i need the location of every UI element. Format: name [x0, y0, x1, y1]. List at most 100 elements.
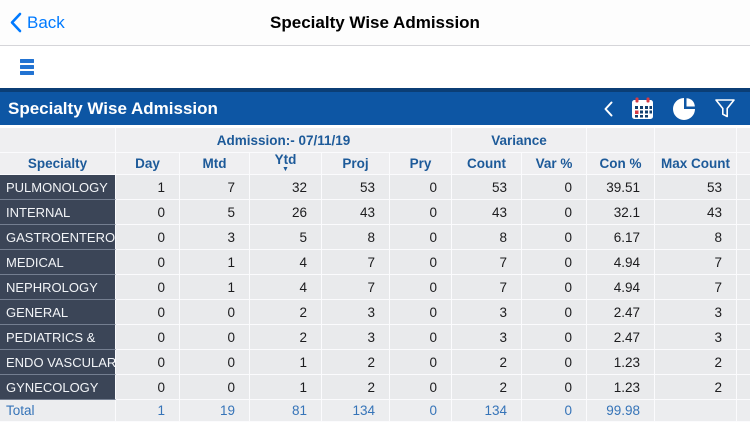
cell-sliver — [737, 325, 750, 350]
group-header-blank — [737, 128, 750, 153]
cell: 7 — [452, 250, 523, 275]
specialty-cell: ENDO VASCULAR — [0, 350, 116, 375]
back-button[interactable]: Back — [0, 12, 65, 33]
column-header-pry[interactable]: Pry — [390, 153, 453, 175]
back-chevron-icon — [10, 12, 22, 33]
cell: 0 — [390, 225, 453, 250]
cell: 4.94 — [587, 275, 656, 300]
cell: 3 — [655, 325, 738, 350]
column-header-max-count[interactable]: Max Count — [655, 153, 738, 175]
page-title: Specialty Wise Admission — [270, 12, 480, 32]
total-cell: 134 — [322, 400, 390, 422]
cell: 0 — [180, 300, 250, 325]
cell: 3 — [322, 300, 390, 325]
column-header-mtd[interactable]: Mtd — [180, 153, 250, 175]
cell: 53 — [655, 175, 738, 200]
column-header-proj[interactable]: Proj — [322, 153, 390, 175]
cell: 2 — [655, 350, 738, 375]
cell: 3 — [322, 325, 390, 350]
cell: 4 — [250, 275, 322, 300]
cell: 0 — [390, 350, 453, 375]
total-label: Total — [0, 400, 116, 422]
cell: 8 — [655, 225, 738, 250]
cell: 0 — [180, 375, 250, 400]
specialty-cell: GYNECOLOGY — [0, 375, 116, 400]
cell: 3 — [180, 225, 250, 250]
cell: 0 — [390, 275, 453, 300]
table-row: NEPHROLOGY 0 1 4 7 0 7 0 4.94 7 — [0, 275, 750, 300]
specialty-cell: PULMONOLOGY — [0, 175, 116, 200]
cell: 1 — [180, 275, 250, 300]
specialty-cell: GASTROENTEROL — [0, 225, 116, 250]
total-cell: 0 — [522, 400, 588, 422]
cell: 4 — [250, 250, 322, 275]
column-header-var-pct[interactable]: Var % — [522, 153, 588, 175]
total-cell: 19 — [180, 400, 250, 422]
cell-sliver — [737, 275, 750, 300]
column-header-blank — [737, 153, 750, 175]
column-header-specialty[interactable]: Specialty — [0, 153, 116, 175]
hamburger-menu-icon[interactable] — [20, 59, 34, 75]
cell: 7 — [655, 250, 738, 275]
cell: 32 — [250, 175, 322, 200]
total-cell — [655, 400, 738, 422]
group-header-blank — [655, 128, 738, 153]
cell: 0 — [522, 300, 588, 325]
column-header-count[interactable]: Count — [452, 153, 523, 175]
cell: 0 — [390, 200, 453, 225]
cell: 2 — [655, 375, 738, 400]
cell: 0 — [522, 250, 588, 275]
cell: 26 — [250, 200, 322, 225]
cell: 3 — [452, 325, 523, 350]
cell: 2.47 — [587, 325, 656, 350]
cell: 2 — [322, 350, 390, 375]
cell: 0 — [522, 225, 588, 250]
specialty-cell: INTERNAL — [0, 200, 116, 225]
cell-sliver — [737, 200, 750, 225]
report-title: Specialty Wise Admission — [8, 98, 218, 118]
menu-row — [0, 46, 750, 88]
column-header-day[interactable]: Day — [116, 153, 180, 175]
cell: 0 — [180, 325, 250, 350]
cell: 0 — [390, 325, 453, 350]
group-header-row: Admission:- 07/11/19 Variance — [0, 128, 750, 153]
cell: 43 — [322, 200, 390, 225]
cell: 5 — [180, 200, 250, 225]
cell: 2 — [250, 300, 322, 325]
cell: 39.51 — [587, 175, 656, 200]
cell: 0 — [116, 350, 180, 375]
table-row: GENERAL 0 0 2 3 0 3 0 2.47 3 — [0, 300, 750, 325]
chevron-left-icon[interactable] — [604, 101, 613, 117]
filter-icon[interactable] — [714, 98, 736, 119]
cell: 0 — [116, 250, 180, 275]
cell: 1.23 — [587, 350, 656, 375]
total-cell: 0 — [390, 400, 453, 422]
cell: 6.17 — [587, 225, 656, 250]
group-header-variance: Variance — [452, 128, 588, 153]
calendar-icon[interactable] — [630, 96, 655, 121]
cell-sliver — [737, 400, 750, 422]
group-header-blank — [587, 128, 656, 153]
table-container: Admission:- 07/11/19 Variance Specialty … — [0, 125, 750, 422]
cell: 0 — [390, 375, 453, 400]
cell: 1 — [180, 250, 250, 275]
total-cell: 81 — [250, 400, 322, 422]
cell: 43 — [452, 200, 523, 225]
column-header-con-pct[interactable]: Con % — [587, 153, 656, 175]
total-row: Total 1 19 81 134 0 134 0 99.98 — [0, 400, 750, 422]
specialty-admission-table: Admission:- 07/11/19 Variance Specialty … — [0, 128, 750, 422]
cell: 1 — [250, 375, 322, 400]
table-row: GYNECOLOGY 0 0 1 2 0 2 0 1.23 2 — [0, 375, 750, 400]
navigation-bar: Back Specialty Wise Admission — [0, 0, 750, 46]
cell: 1 — [116, 175, 180, 200]
cell: 2 — [452, 375, 523, 400]
cell-sliver — [737, 375, 750, 400]
cell: 7 — [452, 275, 523, 300]
pie-chart-icon[interactable] — [672, 96, 697, 121]
cell: 4.94 — [587, 250, 656, 275]
column-header-ytd[interactable]: Ytd ▼ — [250, 153, 322, 175]
cell: 0 — [522, 325, 588, 350]
cell: 8 — [452, 225, 523, 250]
specialty-cell: GENERAL — [0, 300, 116, 325]
cell: 7 — [655, 275, 738, 300]
